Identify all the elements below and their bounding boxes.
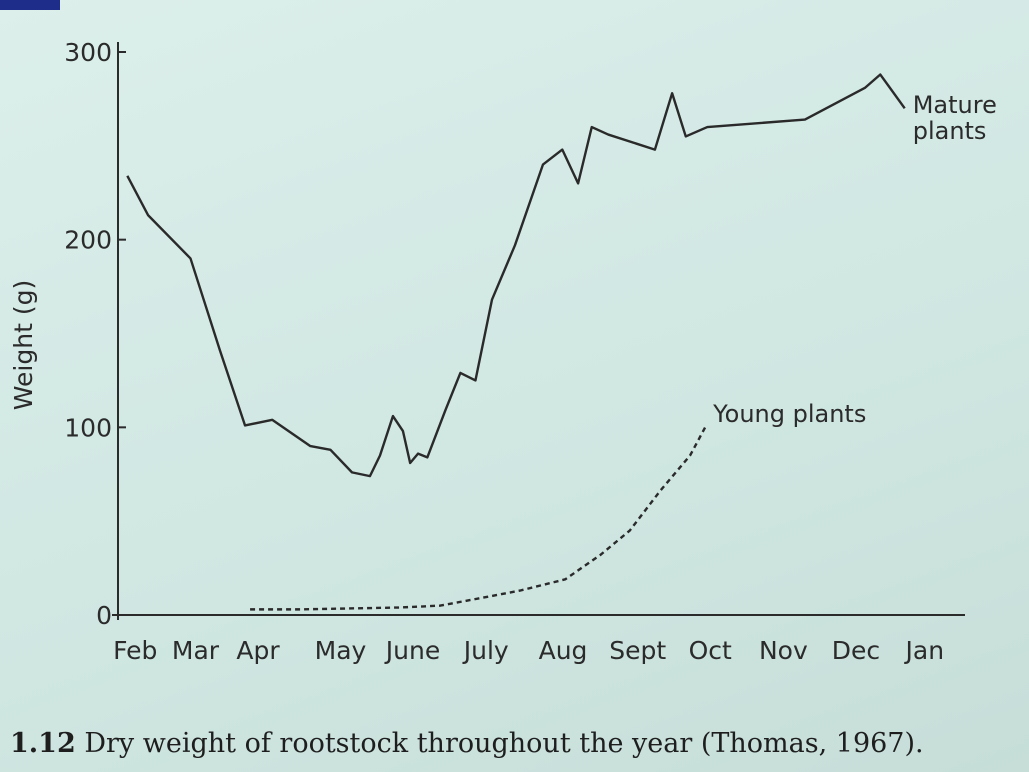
y-tick-label: 200 bbox=[64, 226, 112, 255]
y-tick-label: 100 bbox=[64, 413, 112, 442]
x-tick-label: July bbox=[462, 636, 509, 665]
x-tick-label: Aug bbox=[539, 636, 588, 665]
caption: 1.12 Dry weight of rootstock throughout … bbox=[10, 728, 924, 759]
x-tick-label: Apr bbox=[236, 636, 280, 665]
x-tick-label: May bbox=[315, 636, 367, 665]
series-line bbox=[250, 426, 707, 611]
y-axis-label: Weight (g) bbox=[9, 280, 38, 410]
y-tick-label: 0 bbox=[96, 601, 112, 630]
x-tick-label: June bbox=[384, 636, 440, 665]
x-tick-label: Oct bbox=[689, 636, 732, 665]
x-tick-label: Feb bbox=[113, 636, 157, 665]
x-tick-label: Mar bbox=[172, 636, 220, 665]
y-tick-label: 300 bbox=[64, 38, 112, 67]
x-tick-label: Dec bbox=[832, 636, 880, 665]
x-tick-label: Sept bbox=[609, 636, 666, 665]
x-tick-label: Nov bbox=[759, 636, 808, 665]
x-tick-label: Jan bbox=[904, 636, 945, 665]
figure-number: 1.12 bbox=[10, 728, 76, 759]
caption-text: Dry weight of rootstock throughout the y… bbox=[84, 728, 924, 759]
series-line bbox=[126, 73, 906, 478]
series-label: Young plants bbox=[713, 400, 867, 429]
series-label: Mature plants bbox=[912, 91, 997, 146]
corner-bar bbox=[0, 0, 60, 10]
